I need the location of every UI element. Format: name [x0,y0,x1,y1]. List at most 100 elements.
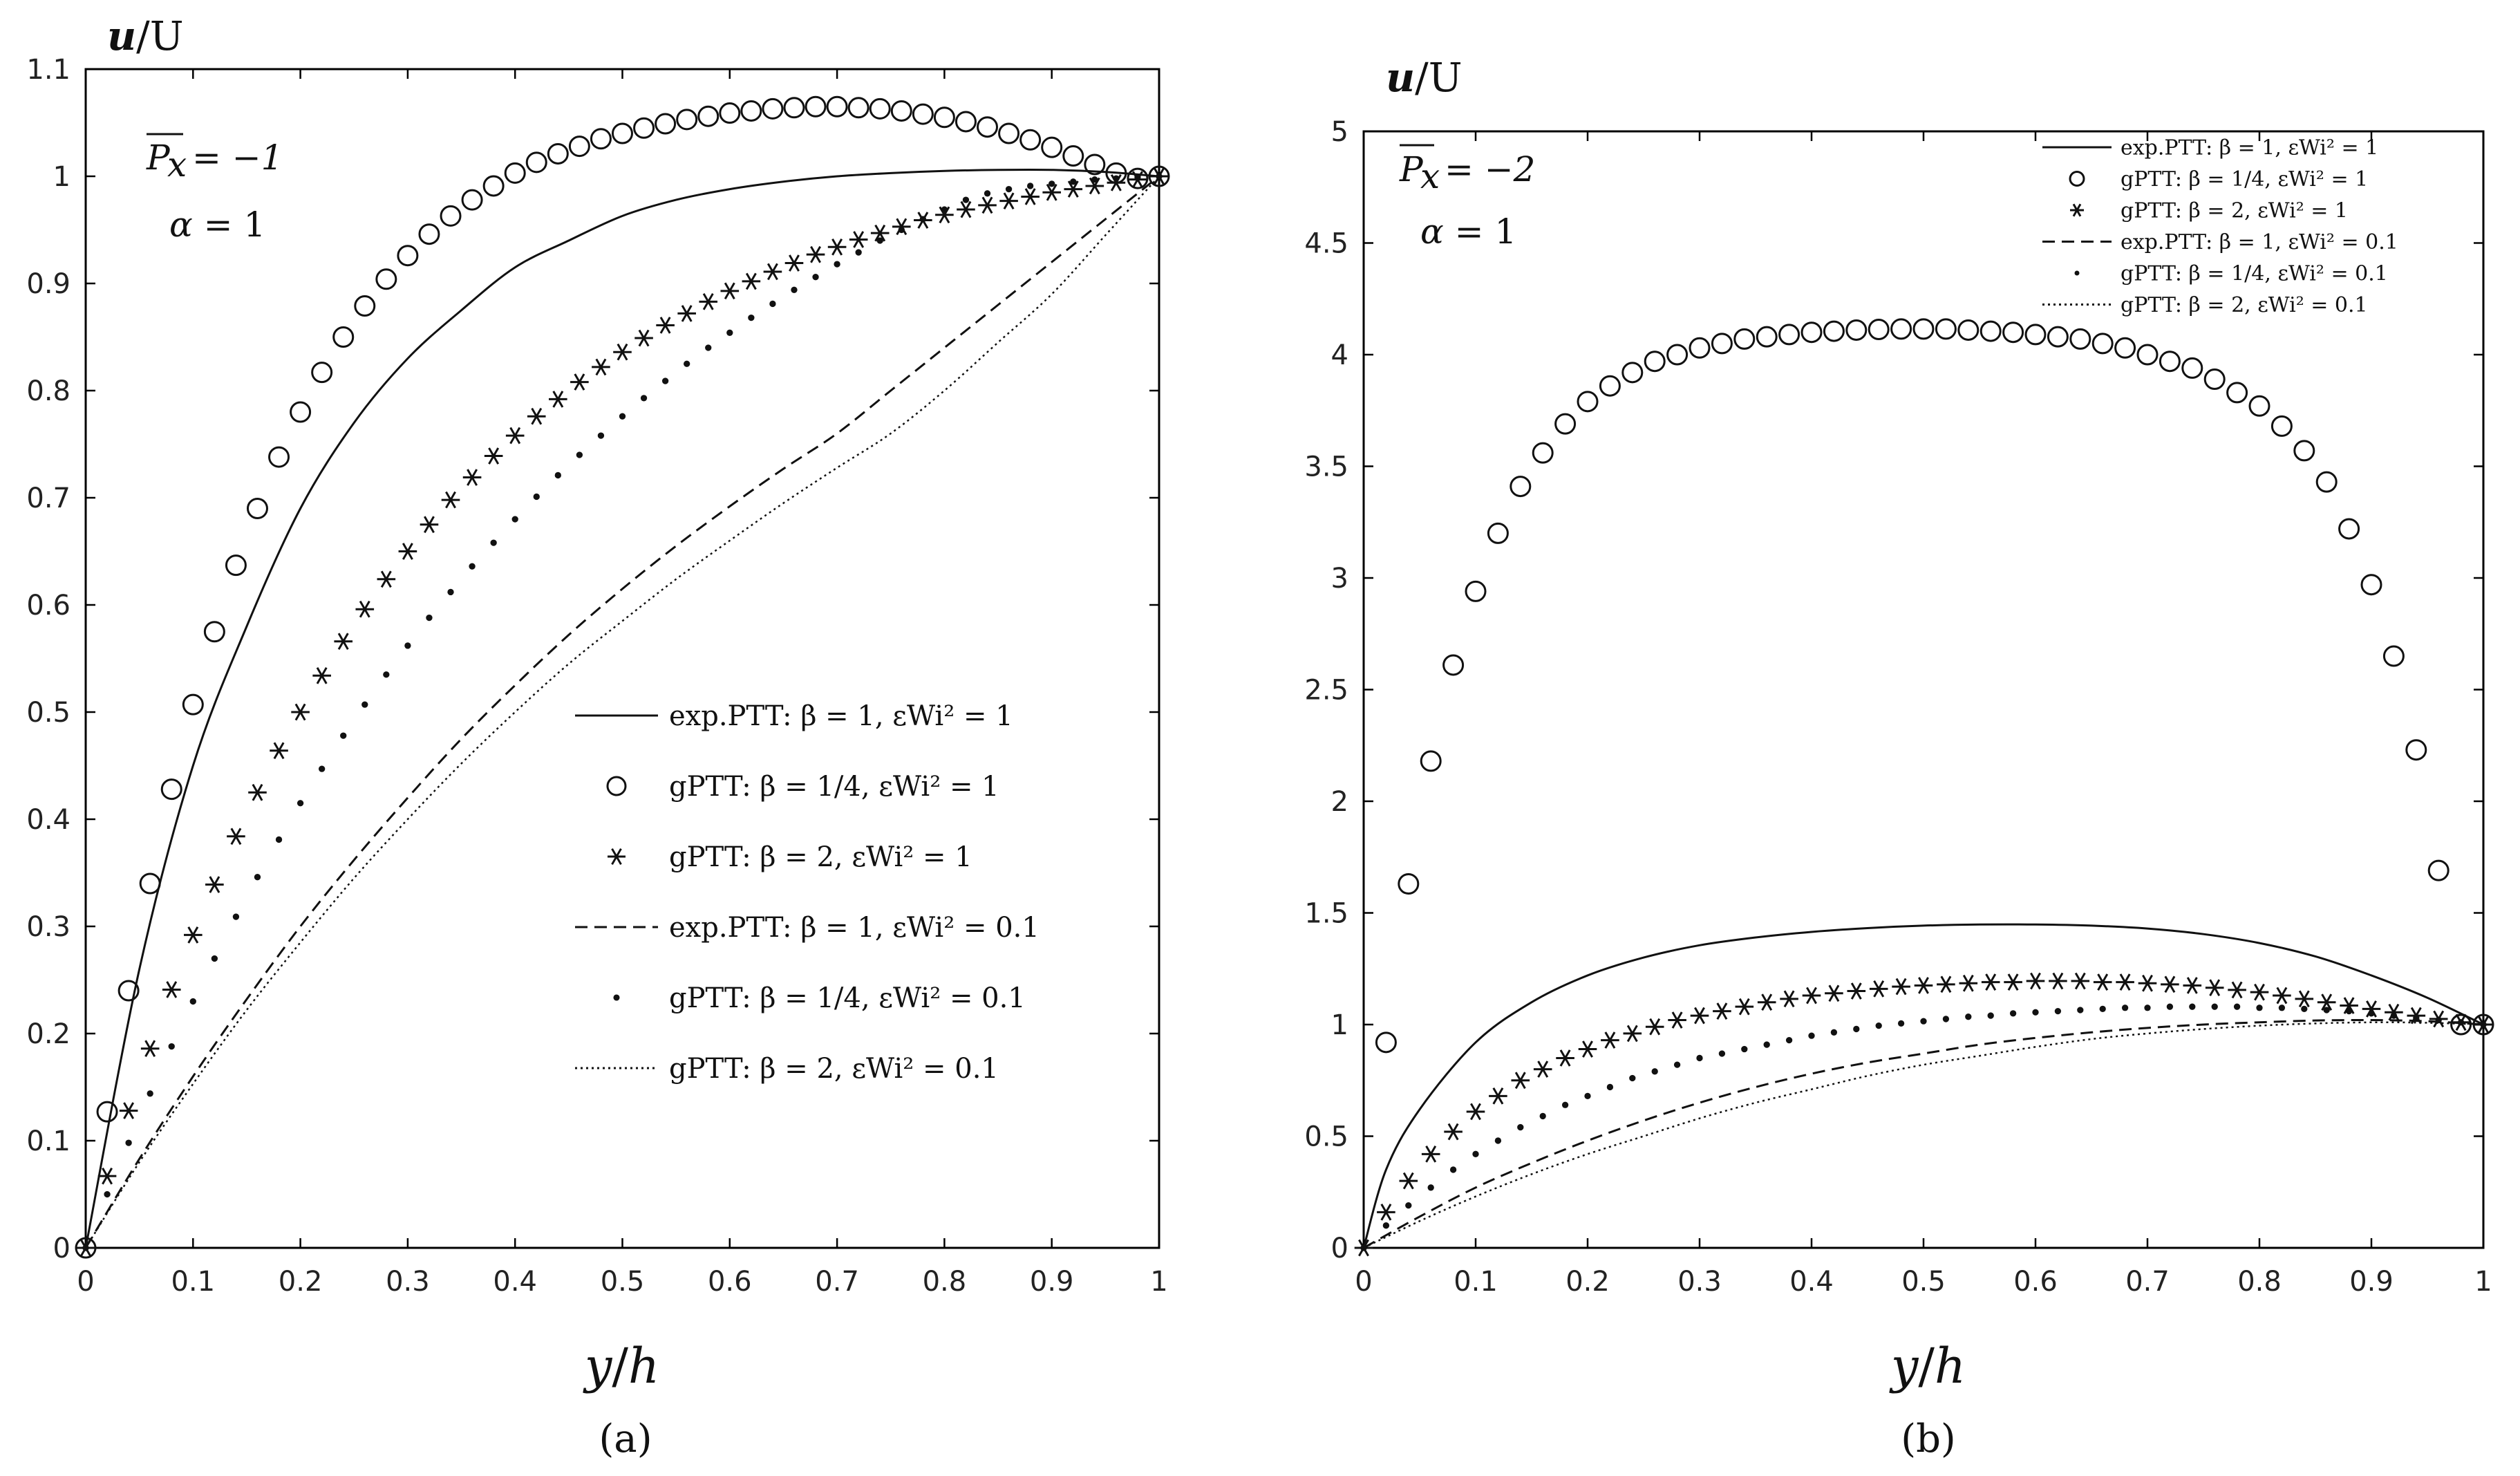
legend-a-4: gPTT: β = 1/4, εWi² = 0.1 [613,982,1026,1014]
series-a-2-point-28 [677,305,696,322]
series-b-4-point-16 [1718,1050,1726,1057]
series-b-3-line [1363,1018,2484,1249]
series-a-4-point-40 [941,206,948,213]
series-a-1-point-23 [568,136,590,158]
series-a-4-point-19 [490,539,497,546]
series-a-4-point-42 [984,190,991,197]
series-b-2-point-1 [1377,1204,1395,1221]
svg-text:x: x [167,144,187,185]
series-a-4-point-7 [232,913,240,920]
y-tick-label-a-4: 0.4 [26,804,70,836]
legend-a-0: exp.PTT: β = 1, εWi² = 1 [575,700,1013,732]
series-a-1-point-4 [160,778,182,801]
x-tick-label-b-4: 0.4 [1789,1266,1834,1298]
series-a-1-point-35 [826,95,848,118]
series-b [1354,318,2494,1257]
x-tick-label-b-8: 0.8 [2237,1266,2282,1298]
series-b-1-point-25 [1935,318,1957,340]
x-tick-label-b-1: 0.1 [1454,1266,1498,1298]
series-a-2-point-45 [1042,183,1061,201]
series-b-1-point-30 [2047,326,2069,348]
legend-a-2: gPTT: β = 2, εWi² = 1 [608,841,972,873]
x-tick-label-a-5: 0.5 [601,1266,645,1298]
series-a-1-point-10 [290,401,312,423]
series-a-2-point-46 [1064,180,1083,198]
series-b-1-point-42 [2315,471,2338,493]
series-b-1-point-13 [1666,344,1689,366]
series-b-4-point-22 [1853,1025,1860,1033]
series-a-1-point-13 [354,295,376,317]
series-a-1-point-17 [440,205,462,227]
y-axis-label-b: u/U [1386,54,1463,101]
series-a-2-point-22 [549,391,567,408]
series-a-2-point-8 [248,783,267,801]
legend-b-0: exp.PTT: β = 1, εWi² = 1 [2042,136,2378,160]
series-a-4-point-16 [426,614,433,622]
series-b-2-point-38 [2205,979,2224,997]
series-b-2-point-43 [2317,993,2336,1011]
y-tick-label-b-5: 2.5 [1304,675,1348,707]
series-a-4-point-13 [361,701,368,708]
series-b-1-point-17 [1756,326,1778,348]
series-b-1-point-20 [1823,320,1845,342]
x-tick-label-a-1: 0.1 [171,1266,215,1298]
series-b-1-point-45 [2382,645,2405,667]
series-b-4-point-10 [1584,1092,1591,1100]
series-a-1-point-46 [1062,145,1084,167]
series-b-1-point-18 [1778,324,1800,346]
series-a-2-point-2 [119,1102,138,1119]
legend-a-2-label: gPTT: β = 2, εWi² = 1 [669,841,972,873]
series-b-4-point-31 [2054,1007,2062,1015]
x-tick-label-a-9: 0.9 [1030,1266,1074,1298]
series-b-4-point-17 [1741,1045,1748,1053]
y-tick-label-b-2: 1 [1331,1009,1348,1041]
series-a-1-point-50 [1148,165,1170,187]
series-a-2-point-48 [1107,174,1126,191]
svg-text:P: P [1399,149,1424,189]
series-a-1-point-28 [676,109,698,131]
series-b-2-point-23 [1869,980,1888,998]
legend-b-3: exp.PTT: β = 1, εWi² = 0.1 [2042,230,2398,254]
series-b-1-point-14 [1689,337,1711,359]
series-b-4-point-50 [2480,1021,2487,1028]
series-b-1-point-24 [1912,318,1935,340]
series-b-1-point-10 [1599,375,1621,397]
x-tick-label-b-0: 0 [1355,1266,1372,1298]
series-b-1-point-27 [1980,320,2002,342]
legend-a-0-label: exp.PTT: β = 1, εWi² = 1 [669,700,1013,732]
series-a-1-point-38 [890,100,912,122]
series-a-2-point-47 [1085,177,1104,195]
series-a-1-point-9 [268,446,290,468]
series-a-4-point-26 [640,395,648,402]
series-b-1-point-41 [2293,440,2315,462]
series-a-2-point-29 [699,293,718,310]
series-b-2-point-3 [1421,1146,1440,1163]
series-b-4-point-12 [1629,1074,1636,1082]
series-a-4-point-36 [855,249,862,256]
series-b-2-point-13 [1645,1018,1664,1036]
legend-b-1: gPTT: β = 1/4, εWi² = 1 [2069,167,2368,191]
series-a-2-point-11 [312,666,331,684]
legend-a-4-label: gPTT: β = 1/4, εWi² = 0.1 [669,982,1026,1014]
legend-a-1-marker [606,776,627,796]
annotation-px-a: P x = −1 [146,133,283,185]
series-b-2-point-31 [2049,972,2067,990]
series-b-4-point-34 [2121,1005,2129,1011]
series-a-4-point-34 [812,274,819,281]
series-a-2-point-16 [420,516,439,534]
series-a-1-point-12 [332,326,355,348]
legend-a: exp.PTT: β = 1, εWi² = 1 gPTT: β = 1/4, ε… [575,700,1040,1085]
series-b-4-point-20 [1808,1032,1815,1039]
series-b-4-point-45 [2368,1010,2375,1017]
series-b-1-point-16 [1733,328,1756,350]
series-a-2-point-30 [720,282,740,300]
x-tick-label-a-7: 0.7 [815,1266,859,1298]
series-b-1-point-21 [1845,319,1868,341]
y-tick-label-b-1: 0.5 [1304,1121,1348,1153]
series-b-4-point-43 [2323,1007,2330,1013]
panel-b: 0 0.1 0.2 0.3 0.4 0.5 0.6 0.7 0.8 0.9 1 0 0.5 1 1.5 2 2.… [1304,54,2494,1461]
series-a-4-point-11 [319,765,326,772]
series-a-2-point-42 [978,196,997,214]
series-b-1-point-31 [2069,328,2091,350]
